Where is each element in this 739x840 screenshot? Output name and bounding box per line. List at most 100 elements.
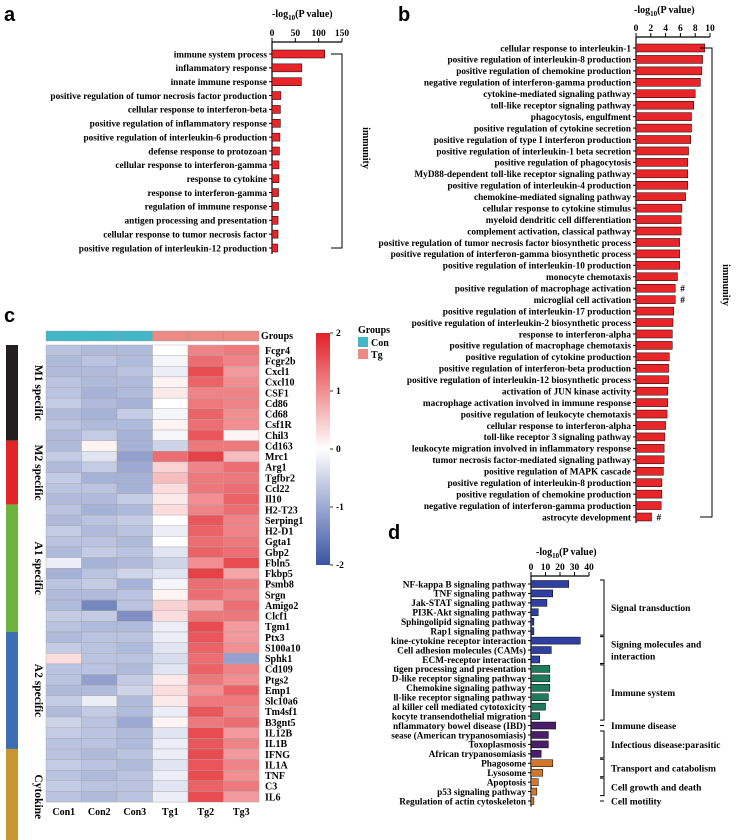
a-term-label: cellular response to interferon-gamma	[115, 161, 267, 171]
a-bar	[271, 119, 281, 128]
heatmap-cell	[187, 589, 224, 601]
heatmap-cell	[81, 536, 118, 548]
heatmap-scale-label: 2	[336, 329, 341, 339]
heatmap-cell	[116, 525, 153, 537]
heatmap-cell	[45, 472, 82, 484]
d-bar	[530, 787, 538, 796]
d-bar	[530, 750, 542, 758]
heatmap-cell	[116, 684, 153, 696]
d-tick-label: 10	[541, 563, 551, 573]
a-term-label: cellular response to interferon-beta	[128, 106, 268, 116]
d-term-label: sease (American trypanosomiasis)	[391, 730, 526, 741]
heatmap-cell	[223, 557, 260, 569]
b-term-label: positive regulation of chemokine product…	[456, 490, 632, 500]
heatmap-cell	[187, 684, 224, 696]
a-bar	[271, 77, 302, 86]
d-category-bracket	[600, 579, 605, 636]
b-term-label: positive regulation of cytokine producti…	[466, 353, 632, 363]
heatmap-cell	[223, 716, 260, 728]
heatmap-cell	[152, 642, 189, 654]
b-bar	[635, 181, 689, 190]
heatmap-cell	[45, 408, 82, 420]
heatmap-cell	[116, 397, 153, 409]
heatmap-gene-label: IL12B	[265, 728, 293, 739]
d-bar	[530, 797, 535, 805]
b-term-label: positive regulation of interleukin-2 bio…	[412, 319, 632, 329]
b-bar	[635, 295, 676, 304]
d-category-label: Signal transduction	[611, 604, 691, 614]
b-bar	[635, 66, 703, 76]
heatmap-cell	[187, 748, 224, 760]
heatmap-cell	[116, 557, 153, 569]
heatmap-cell	[152, 451, 189, 463]
heatmap-gene-label: Ggta1	[265, 537, 291, 548]
heatmap-cell	[152, 397, 189, 409]
heatmap-cell	[45, 663, 82, 675]
heatmap-cell	[45, 674, 82, 686]
heatmap-cell	[187, 355, 224, 367]
a-bar	[271, 105, 281, 114]
a-bar	[271, 216, 279, 225]
heatmap-gene-label: Sphk1	[265, 654, 292, 665]
heatmap-cell	[223, 738, 260, 750]
heatmap-cell	[223, 408, 260, 420]
d-term-label: Cell adhesion molecules (CAMs)	[397, 645, 526, 656]
heatmap-cell	[223, 706, 260, 718]
heatmap-gene-label: Cxcl10	[265, 378, 294, 389]
heatmap-category-label: M2 specific	[32, 445, 44, 501]
heatmap-cell	[223, 355, 260, 367]
heatmap-gene-label: Il10	[265, 495, 282, 506]
panel-b-axis-title: -log10(P value)	[634, 5, 695, 18]
heatmap-cell	[81, 472, 118, 484]
b-bar	[635, 238, 680, 247]
d-term-label: Toxoplasmosis	[468, 741, 526, 751]
heatmap-cell	[223, 419, 260, 431]
heatmap-cell	[223, 748, 260, 760]
heatmap-cell	[116, 663, 153, 675]
heatmap-cell	[152, 419, 189, 431]
d-category-label: Cell growth and death	[611, 783, 702, 793]
heatmap-cell	[81, 599, 118, 611]
heatmap-group-cell	[152, 330, 189, 342]
b-term-label: positive regulation of cytokine secretio…	[474, 124, 632, 134]
heatmap-cell	[187, 631, 224, 643]
heatmap-cell	[81, 663, 118, 675]
heatmap-cell	[187, 376, 224, 388]
heatmap-cell	[223, 653, 260, 665]
d-term-label: p53 signaling pathway	[437, 788, 526, 798]
d-tick-label: 0	[529, 563, 534, 573]
heatmap-cell	[45, 440, 82, 452]
a-term-label: defense response to protozoan	[148, 147, 268, 157]
b-bar	[635, 375, 669, 384]
heatmap-cell	[81, 684, 118, 696]
heatmap-cell	[116, 344, 153, 356]
heatmap-cell	[116, 759, 153, 771]
a-term-label: inflammatory response	[176, 64, 268, 74]
panel-b-bracket-label: immunity	[720, 264, 731, 306]
heatmap-cell	[81, 621, 118, 633]
heatmap-cell	[45, 387, 82, 399]
heatmap-cell	[45, 578, 82, 590]
b-bar	[635, 100, 694, 110]
heatmap-gene-label: Cd163	[265, 441, 293, 452]
heatmap-cell	[45, 355, 82, 367]
heatmap-gene-label: IFNG	[265, 750, 290, 761]
heatmap-gene-label: Cd68	[265, 410, 288, 421]
b-term-label: positive regulation of interleukin-10 pr…	[443, 262, 632, 272]
b-term-label: negative regulation of interferon-gamma …	[424, 79, 632, 89]
heatmap-cell	[116, 546, 153, 558]
heatmap-cell	[81, 397, 118, 409]
heatmap-cell	[116, 780, 153, 792]
b-bar	[635, 444, 665, 453]
heatmap-cell	[45, 610, 82, 622]
b-term-label: toll-like receptor 3 signaling pathway	[484, 433, 632, 443]
b-bar	[635, 341, 673, 350]
a-bar	[271, 243, 278, 253]
b-term-label: astrocyte development	[542, 513, 632, 523]
heatmap-legend-swatch	[358, 349, 368, 359]
heatmap-cell	[116, 738, 153, 750]
heatmap-cell	[187, 674, 224, 686]
a-tick-label: 150	[335, 29, 350, 39]
heatmap-cell	[187, 429, 224, 441]
d-category-bracket	[600, 664, 605, 721]
